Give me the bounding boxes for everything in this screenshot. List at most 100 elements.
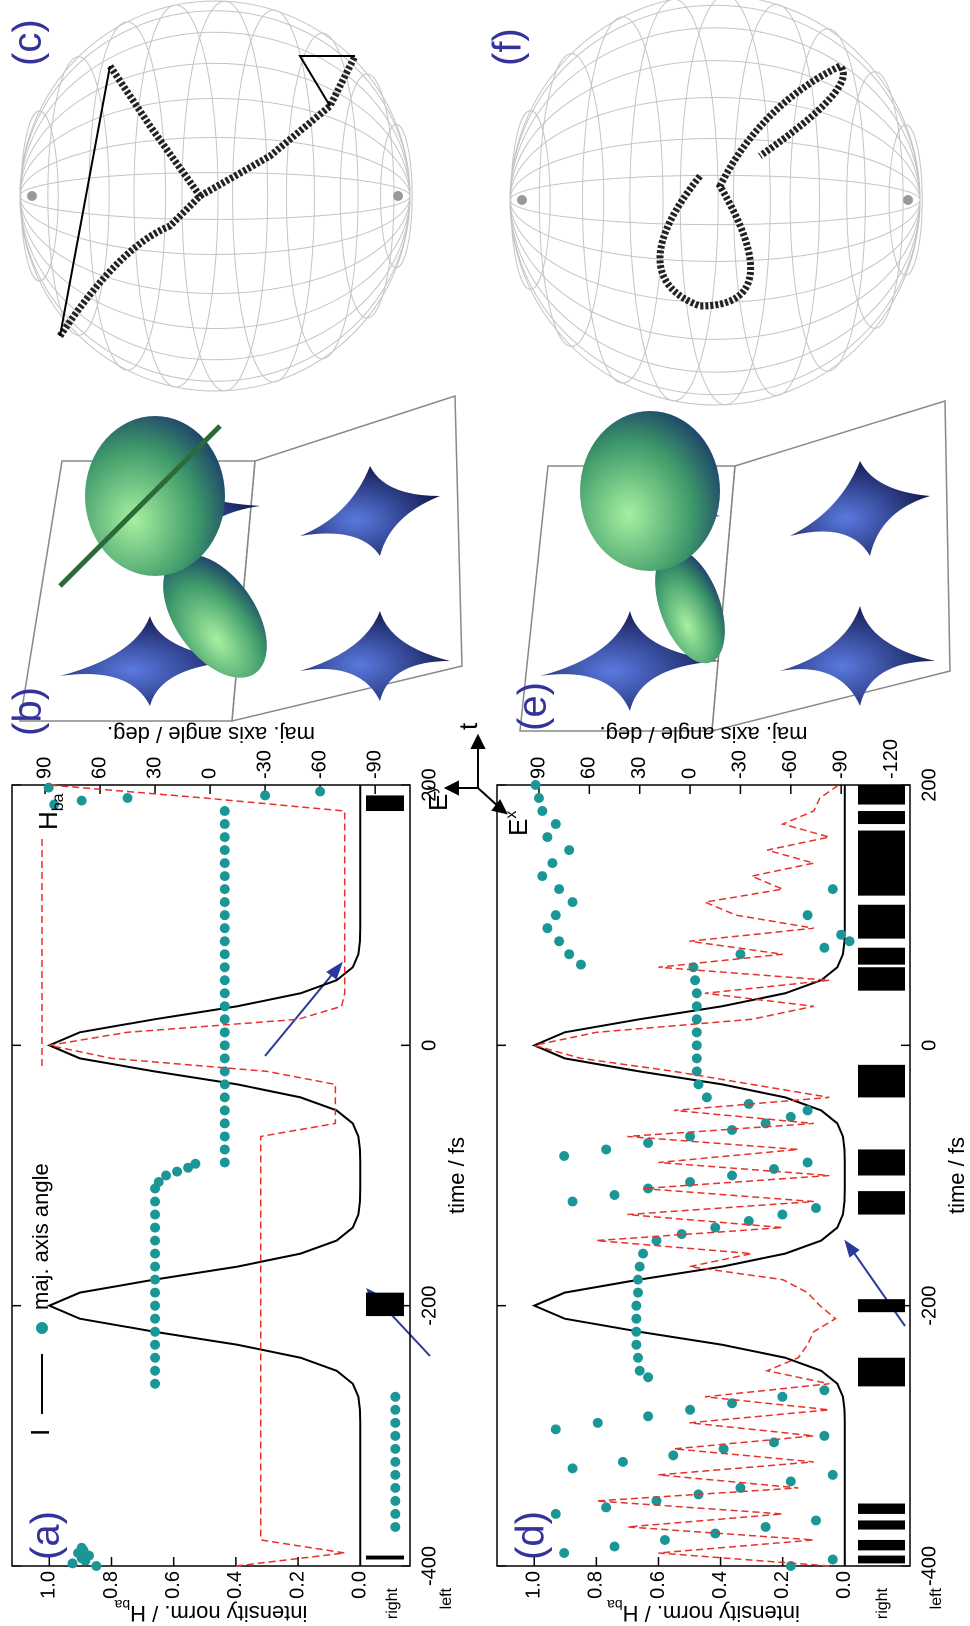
render-3d-e (520, 401, 950, 731)
x-tick-label: 0 (418, 1040, 440, 1051)
series-point (220, 1144, 230, 1154)
series-point (220, 988, 230, 998)
series-point (390, 1509, 400, 1519)
series-point (633, 1353, 643, 1363)
series-point (635, 1366, 645, 1376)
y2-tick-label: 0 (198, 768, 220, 779)
helicity-bar (858, 831, 905, 896)
series-point (693, 1079, 703, 1089)
axis-glyph-ex: Ex (503, 811, 533, 836)
sphere-parallel (582, 17, 663, 383)
series-point (150, 1249, 160, 1259)
series-point (601, 1144, 611, 1154)
sphere-meridian (510, 28, 920, 372)
sphere-parallel (733, 4, 819, 395)
series-point (593, 1418, 603, 1428)
series-point (150, 1314, 160, 1324)
y-axis-title-main: intensity norm. / H (623, 1601, 800, 1626)
y-tick-label: 0.6 (162, 1571, 184, 1599)
series-line (49, 785, 360, 1566)
series-point (220, 1027, 230, 1037)
series-point (692, 1040, 702, 1050)
y2-tick-label: -60 (308, 750, 330, 779)
x-tick-label: -200 (918, 1286, 940, 1326)
x-tick-label: 0 (918, 1040, 940, 1051)
y-tick-label: 0.6 (647, 1571, 669, 1599)
series-point (220, 897, 230, 907)
helicity-bar (858, 1358, 905, 1387)
sphere-pole (517, 195, 527, 205)
helicity-bar (858, 811, 905, 824)
series-point (568, 1197, 578, 1207)
series-point (542, 923, 552, 933)
series-point (777, 1210, 787, 1220)
y2-axis-title: maj. axis angle / deg. (600, 722, 808, 747)
y-tick-label: 0.0 (349, 1571, 371, 1599)
plot-frame (12, 785, 410, 1566)
y2-tick-label: -30 (729, 750, 751, 779)
series-point (610, 1190, 620, 1200)
sphere-parallel (233, 10, 315, 382)
series-point (390, 1483, 400, 1493)
series-point (390, 1496, 400, 1506)
series-point (685, 1131, 695, 1141)
helicity-bar (858, 1556, 905, 1564)
series-point (564, 949, 574, 959)
series-point (811, 1515, 821, 1525)
sphere-meridian (510, 5, 920, 395)
series-point (390, 1418, 400, 1428)
series-point (220, 845, 230, 855)
series-point (220, 884, 230, 894)
panel-label: (a) (24, 1511, 68, 1560)
figure-body: Ey t Ex (b) (c) (e) (f) -400-20002000.00… (6, 0, 969, 1626)
series-point (220, 1001, 230, 1011)
series-point (220, 1079, 230, 1089)
y-tick-label: 0.8 (585, 1571, 607, 1599)
y-axis-title: intensity norm. / Hba (114, 1597, 307, 1626)
series-point (150, 1197, 160, 1207)
series-point (220, 806, 230, 816)
sphere-pole (393, 191, 403, 201)
series-point (190, 1159, 200, 1169)
x-tick-label: -400 (418, 1546, 440, 1586)
series-point (819, 1431, 829, 1441)
sphere-outline (20, 1, 410, 391)
y2-tick-label: -90 (363, 750, 385, 779)
series-point (220, 1092, 230, 1102)
series-point (568, 897, 578, 907)
series-point (811, 1203, 821, 1213)
strip-label: right (384, 1587, 401, 1619)
series-point (631, 1301, 641, 1311)
series-point (559, 1151, 569, 1161)
y-tick-label: 1.0 (523, 1571, 545, 1599)
series-point (633, 1288, 643, 1298)
x-tick-label: -200 (418, 1286, 440, 1326)
series-line (534, 785, 845, 1566)
series-point (638, 1249, 648, 1259)
y-axis-title-sub: ba (607, 1597, 623, 1613)
panel-label: (c) (6, 19, 50, 66)
series-point (220, 1105, 230, 1115)
series-point (537, 806, 547, 816)
series-point (601, 1502, 611, 1512)
series-point (692, 988, 702, 998)
x-tick-label: 200 (418, 768, 440, 801)
sphere-parallel (539, 54, 603, 347)
series-point (315, 787, 325, 797)
series-point (803, 1105, 813, 1115)
series-point (692, 1027, 702, 1037)
y-axis-title-main: intensity norm. / H (130, 1601, 307, 1626)
series-point (690, 975, 700, 985)
legend-swatch (36, 1322, 48, 1334)
series-point (786, 1112, 796, 1122)
series-point (719, 1444, 729, 1454)
series-point (660, 1535, 670, 1545)
legend-label-sub: ba (50, 793, 67, 811)
y2-tick-label: 60 (578, 757, 600, 779)
series-point (828, 884, 838, 894)
series-line (49, 785, 344, 1566)
y-tick-label: 0.4 (709, 1571, 731, 1599)
series-point (845, 936, 855, 946)
series-point (702, 1092, 712, 1102)
series-point (836, 930, 846, 940)
